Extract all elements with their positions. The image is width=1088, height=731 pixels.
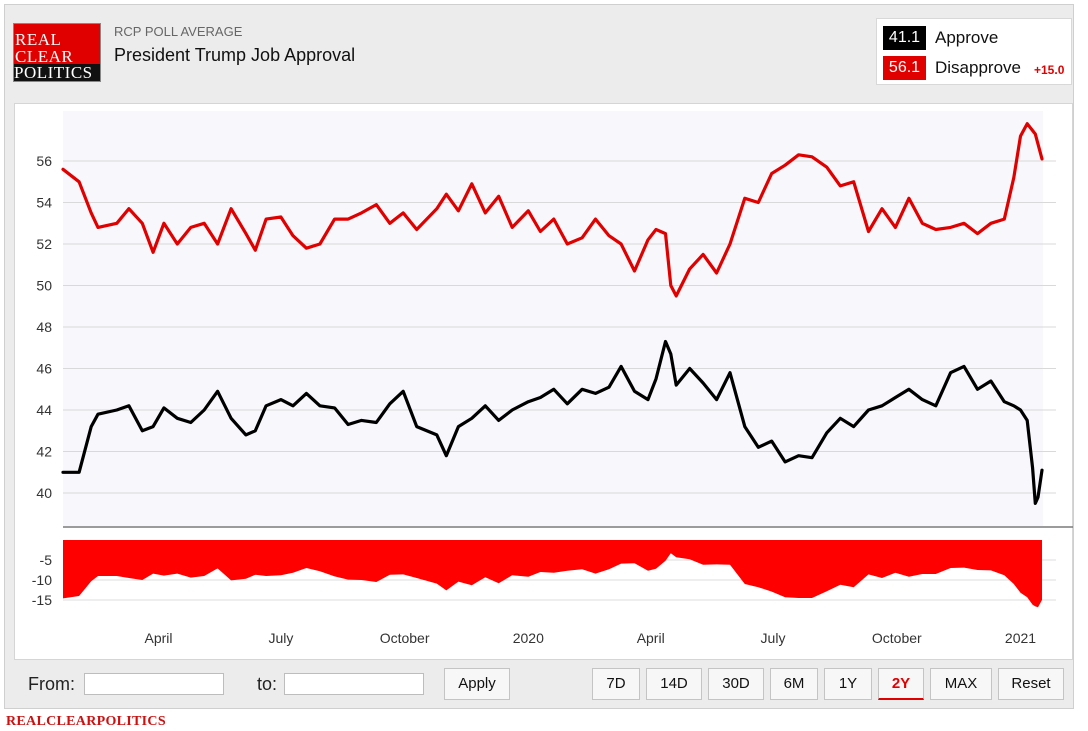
range-max-button[interactable]: MAX: [930, 668, 992, 700]
legend-box: 41.1 Approve 56.1 Disapprove +15.0: [876, 18, 1072, 85]
x-tick-label: October: [872, 630, 922, 646]
series-line-approve: [61, 339, 1044, 505]
y-tick-label: 54: [36, 195, 52, 211]
y-tick-label: 40: [36, 485, 52, 501]
to-date-input[interactable]: [284, 673, 424, 695]
x-tick-label: 2021: [1005, 630, 1036, 646]
spread-value: +15.0: [1034, 63, 1065, 77]
to-label: to:: [257, 674, 278, 694]
y-tick-label: 56: [36, 153, 52, 169]
y-tick-label: 48: [36, 319, 52, 335]
logo-line-clear: CLEAR: [15, 47, 74, 66]
chart-kicker: RCP POLL AVERAGE: [114, 24, 243, 39]
from-label: From:: [28, 674, 75, 694]
from-date-input[interactable]: [84, 673, 224, 695]
chart-title: President Trump Job Approval: [114, 45, 356, 65]
y-tick-label: 46: [36, 361, 52, 377]
x-tick-label: October: [380, 630, 430, 646]
disapprove-label: Disapprove: [935, 58, 1021, 77]
y-tick-label: 50: [36, 278, 52, 294]
legend-approve: 41.1 Approve: [883, 26, 1069, 50]
range-6m-button[interactable]: 6M: [770, 668, 818, 700]
x-tick-label: April: [637, 630, 665, 646]
date-controls: From: to: Apply 7D 14D 30D 6M 1Y 2Y MAX …: [14, 660, 1073, 706]
reset-button[interactable]: Reset: [998, 668, 1064, 700]
rcp-logo: REAL CLEAR POLITICS: [13, 23, 101, 82]
x-tick-label: 2020: [513, 630, 544, 646]
range-30d-button[interactable]: 30D: [708, 668, 764, 700]
range-1y-button[interactable]: 1Y: [824, 668, 872, 700]
logo-line-real: REAL: [15, 30, 62, 49]
y-tick-label: 44: [36, 402, 52, 418]
approval-chart[interactable]: 40 42 44 46 48 50 52 54 56 -5 -10 -15 April July Octob…: [14, 103, 1073, 660]
x-tick-label: April: [144, 630, 172, 646]
disapprove-value: 56.1: [883, 56, 926, 80]
spread-y-tick-label: -15: [32, 592, 52, 608]
approve-label: Approve: [935, 28, 999, 47]
legend-disapprove: 56.1 Disapprove +15.0: [883, 56, 1069, 80]
range-7d-button[interactable]: 7D: [592, 668, 640, 700]
main-plot-bg: [63, 111, 1043, 526]
range-2y-button[interactable]: 2Y: [878, 668, 924, 700]
logo-line-politics: POLITICS: [14, 64, 100, 81]
approve-value: 41.1: [883, 26, 926, 50]
spread-y-tick-label: -10: [32, 572, 52, 588]
y-tick-label: 42: [36, 444, 52, 460]
spread-y-tick-label: -5: [40, 552, 53, 568]
apply-button[interactable]: Apply: [444, 668, 510, 700]
x-tick-label: July: [268, 630, 293, 646]
series-line-disapprove: [61, 122, 1044, 298]
range-14d-button[interactable]: 14D: [646, 668, 702, 700]
footer-brand: REALCLEARPOLITICS: [6, 714, 166, 729]
y-tick-label: 52: [36, 236, 52, 252]
spread-area: [63, 540, 1042, 608]
x-tick-label: July: [761, 630, 786, 646]
